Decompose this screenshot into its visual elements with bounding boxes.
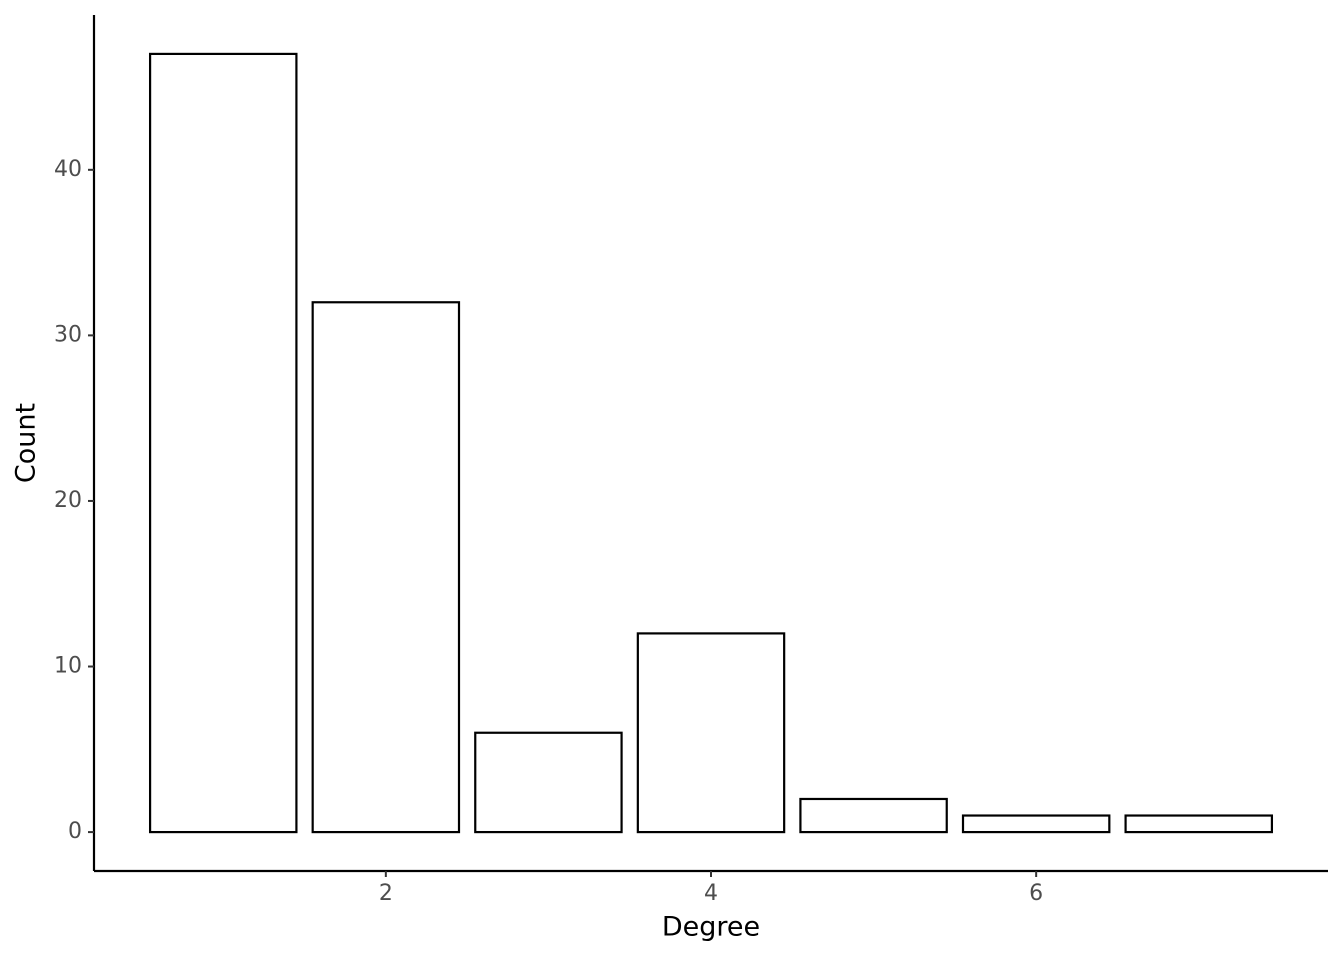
bar bbox=[799, 797, 948, 834]
y-tick-label: 40 bbox=[54, 157, 82, 182]
y-axis-title: Count bbox=[11, 403, 42, 483]
bar bbox=[636, 632, 786, 834]
bar bbox=[148, 52, 298, 834]
bar bbox=[961, 814, 1111, 834]
y-tick-label: 10 bbox=[54, 654, 82, 679]
x-tick-label: 4 bbox=[704, 881, 718, 906]
bar bbox=[311, 301, 461, 834]
x-axis-title: Degree bbox=[662, 912, 760, 943]
y-tick-label: 20 bbox=[54, 488, 82, 513]
x-tick-label: 6 bbox=[1029, 881, 1043, 906]
bar bbox=[1124, 814, 1274, 834]
y-tick-label: 0 bbox=[68, 819, 82, 844]
bar bbox=[474, 731, 623, 834]
y-tick-label: 30 bbox=[54, 322, 82, 347]
x-tick-label: 2 bbox=[379, 881, 393, 906]
